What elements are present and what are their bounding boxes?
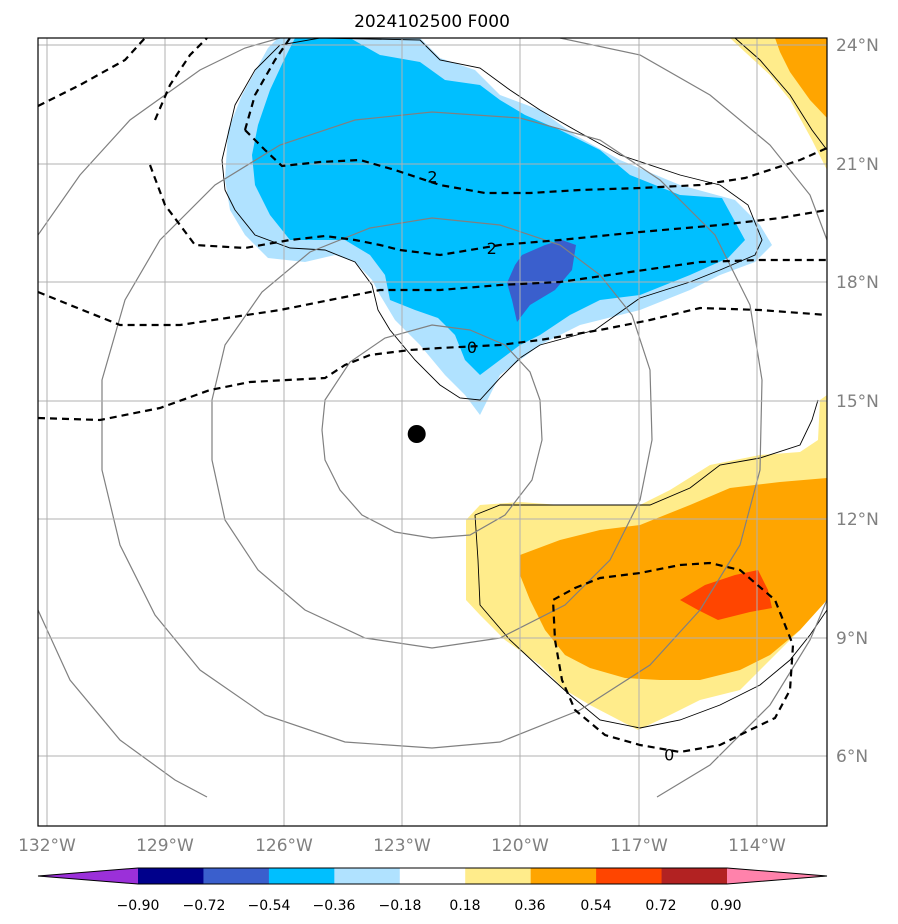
chart-title: 2024102500 F000 (354, 12, 510, 32)
dashed-contours (38, 38, 827, 754)
colorbar-outline (37, 867, 828, 885)
colorbar-tick-label: −0.90 (117, 898, 160, 914)
colorbar-segment (530, 868, 597, 884)
colorbar-tick-labels: −0.90 −0.72 −0.54 −0.36 −0.18 0.18 0.36 … (117, 898, 742, 914)
colorbar-segment (334, 868, 401, 884)
x-tick-label: 129°W (136, 836, 194, 856)
y-tick-label: 24°N (836, 36, 879, 56)
colorbar-segment (203, 868, 270, 884)
fill-royal-blue-region (507, 240, 576, 322)
contour-labels: 2 2 0 0 (427, 168, 674, 765)
x-tick-label: 132°W (18, 836, 76, 856)
storm-center-marker (407, 425, 426, 443)
x-tick-label: 117°W (610, 836, 668, 856)
fill-orange-region-bottom-right (520, 478, 827, 680)
x-tick-label: 114°W (728, 836, 786, 856)
colorbar-extend-low (38, 868, 138, 884)
colorbar-tick-label: −0.72 (183, 898, 226, 914)
colorbar-tick-label: 0.54 (580, 898, 611, 914)
x-tick-labels: 132°W 129°W 126°W 123°W 120°W 117°W 114°… (18, 836, 786, 856)
contour-label: 2 (487, 239, 497, 258)
y-tick-label: 9°N (836, 629, 868, 649)
colorbar-tick-label: −0.54 (248, 898, 291, 914)
colorbar-segment (596, 868, 663, 884)
y-tick-labels: 24°N 21°N 18°N 15°N 12°N 9°N 6°N (836, 36, 879, 767)
fill-orange-region-top-right (775, 38, 827, 118)
y-tick-label: 21°N (836, 155, 879, 175)
y-tick-label: 6°N (836, 747, 868, 767)
colorbar-segment (399, 868, 466, 884)
contour-label: 0 (664, 746, 674, 765)
plot-area: 2 2 0 0 (38, 38, 827, 826)
plot-frame (37, 37, 828, 827)
thin-contours (221, 38, 827, 729)
distance-circles (38, 38, 827, 798)
fill-red-orange-region (680, 570, 772, 620)
colorbar-tick-label: −0.18 (379, 898, 422, 914)
colorbar-segment (138, 868, 204, 884)
colorbar-segment (268, 868, 335, 884)
colorbar-segment (661, 868, 728, 884)
colorbar-segment (465, 868, 532, 884)
contour-label: 0 (467, 338, 477, 357)
colorbar-tick-label: 0.36 (514, 898, 545, 914)
gridlines (38, 38, 827, 826)
colorbar-tick-label: 0.18 (449, 898, 480, 914)
fill-blue-region (252, 38, 745, 375)
x-tick-label: 123°W (373, 836, 431, 856)
colorbar-tick-label: −0.36 (313, 898, 356, 914)
colorbar (37, 867, 828, 885)
contour-label: 2 (427, 168, 437, 187)
y-tick-label: 15°N (836, 392, 879, 412)
colorbar-tick-label: 0.90 (710, 898, 741, 914)
x-tick-label: 126°W (255, 836, 313, 856)
y-tick-label: 12°N (836, 510, 879, 530)
filled-contours (225, 38, 827, 730)
colorbar-tick-label: 0.72 (645, 898, 676, 914)
y-tick-label: 18°N (836, 273, 879, 293)
colorbar-extend-high (727, 868, 827, 884)
x-tick-label: 120°W (491, 836, 549, 856)
